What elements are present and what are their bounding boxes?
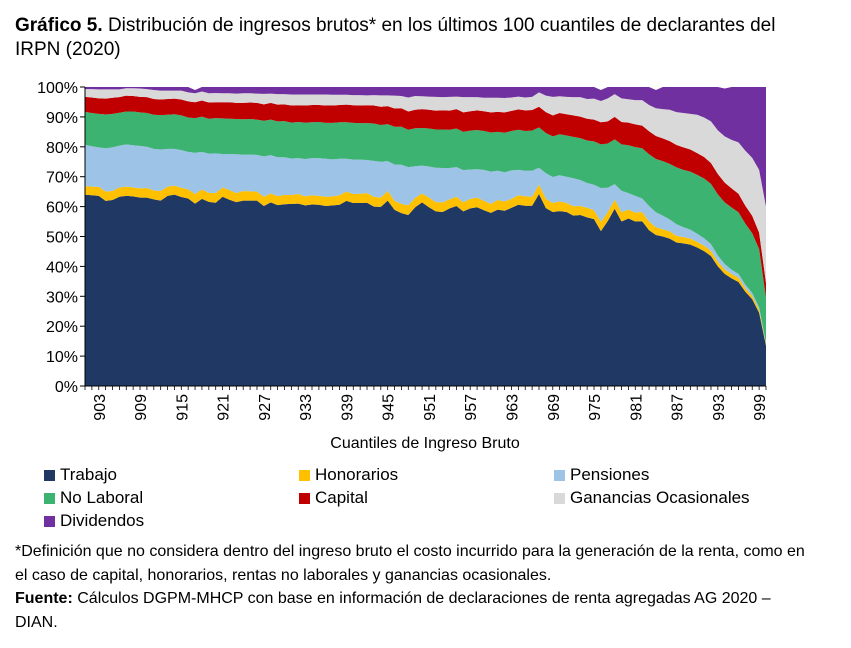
legend-label: Dividendos — [60, 511, 145, 530]
y-tick-label: 70% — [46, 170, 78, 187]
legend-item: Capital — [299, 488, 368, 508]
legend-label: Honorarios — [315, 465, 399, 484]
area-series-3 — [85, 111, 766, 343]
legend-item: Dividendos — [44, 511, 144, 531]
y-tick-label: 30% — [46, 289, 78, 306]
x-tick-label: 987 — [670, 394, 687, 421]
y-tick-label: 40% — [46, 259, 78, 276]
x-axis-label: Cuantiles de Ingreso Bruto — [330, 435, 520, 452]
chart-title-text: Distribución de ingresos brutos* en los … — [15, 15, 776, 60]
x-tick-label: 975 — [587, 394, 604, 421]
legend-swatch — [44, 515, 55, 527]
x-tick-label: 981 — [628, 394, 645, 421]
y-tick-label: 60% — [46, 200, 78, 217]
x-tick-label: 915 — [174, 394, 191, 421]
x-tick-label: 957 — [463, 394, 480, 421]
y-tick-label: 20% — [46, 319, 78, 336]
legend-swatch — [44, 469, 55, 481]
legend-label: Ganancias Ocasionales — [570, 488, 750, 507]
y-tick-label: 90% — [46, 110, 78, 127]
y-tick-label: 100% — [37, 80, 78, 97]
y-tick-label: 80% — [46, 140, 78, 157]
y-tick-label: 50% — [46, 230, 78, 247]
chart-axes: 0% 10% 20% 30% 40% 50% 60% 70% 80% 90% 100% 903 909 9… — [37, 80, 769, 421]
x-tick-label: 933 — [298, 394, 315, 421]
x-tick-label: 999 — [752, 394, 769, 421]
source-text: Cálculos DGPM-MHCP con base en informaci… — [15, 590, 771, 631]
chart-areas — [85, 87, 766, 386]
x-tick-label: 909 — [133, 394, 150, 421]
x-tick-label: 993 — [711, 394, 728, 421]
legend-swatch — [299, 492, 310, 504]
chart-title: Gráfico 5. Distribución de ingresos brut… — [15, 14, 815, 62]
legend-label: No Laboral — [60, 488, 144, 507]
legend-label: Capital — [315, 488, 368, 507]
x-tick-label: 939 — [339, 394, 356, 421]
legend-swatch — [44, 492, 55, 504]
x-tick-label: 903 — [92, 394, 109, 421]
legend-label: Trabajo — [60, 465, 118, 484]
source-note: Fuente: Cálculos DGPM-MHCP con base en i… — [15, 587, 815, 634]
legend-item: Ganancias Ocasionales — [554, 488, 750, 508]
legend-item: Honorarios — [299, 465, 398, 485]
x-tick-label: 951 — [422, 394, 439, 421]
area-series-2 — [85, 144, 766, 345]
chart-title-prefix: Gráfico 5. — [15, 15, 103, 36]
definition-note: *Definición que no considera dentro del … — [15, 543, 805, 584]
stacked-area-chart: 0% 10% 20% 30% 40% 50% 60% 70% 80% 90% 100% 903 909 9… — [37, 80, 769, 452]
x-tick-label: 921 — [216, 394, 233, 421]
x-tick-label: 963 — [504, 394, 521, 421]
x-tick-label: 927 — [257, 394, 274, 421]
area-series-6 — [85, 87, 766, 207]
source-label: Fuente: — [15, 590, 73, 607]
x-tick-label: 969 — [546, 394, 563, 421]
y-tick-label: 10% — [46, 349, 78, 366]
area-series-0 — [85, 194, 766, 386]
legend-swatch — [554, 469, 565, 481]
y-tick-label: 0% — [55, 379, 78, 396]
legend-item: Trabajo — [44, 465, 117, 485]
legend-item: Pensiones — [554, 465, 649, 485]
legend-swatch — [554, 492, 565, 504]
chart-notes: *Definición que no considera dentro del … — [15, 540, 815, 634]
x-tick-label: 945 — [381, 394, 398, 421]
legend-item: No Laboral — [44, 488, 143, 508]
legend-label: Pensiones — [570, 465, 650, 484]
legend-swatch — [299, 469, 310, 481]
